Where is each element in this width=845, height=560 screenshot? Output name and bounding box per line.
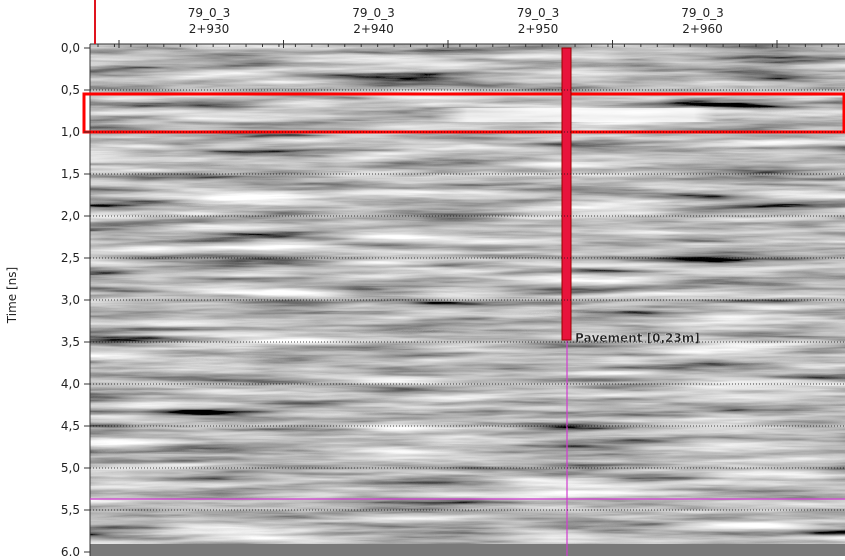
- x-tick-label: 79_0_3: [352, 6, 395, 20]
- pavement-reflection: [90, 108, 845, 122]
- y-tick-label: 4,5: [61, 419, 80, 433]
- y-tick-label: 3,5: [61, 335, 80, 349]
- y-tick-label: 6,0: [61, 545, 80, 556]
- y-tick-label: 5,0: [61, 461, 80, 475]
- y-tick-label: 0,5: [61, 83, 80, 97]
- y-tick-label: 2,5: [61, 251, 80, 265]
- y-tick-label: 4,0: [61, 377, 80, 391]
- y-tick-label: 2,0: [61, 209, 80, 223]
- y-tick-label: 5,5: [61, 503, 80, 517]
- highlight-box: [82, 92, 845, 134]
- x-tick-label: 79_0_3: [517, 6, 560, 20]
- bottom-strip: [90, 544, 845, 556]
- x-tick-label: 2+930: [189, 22, 230, 36]
- y-tick-label: 1,0: [61, 125, 80, 139]
- x-tick-label: 2+950: [518, 22, 559, 36]
- y-axis-label: Time [ns]: [5, 267, 19, 324]
- x-tick-label: 2+940: [353, 22, 394, 36]
- x-tick-label: 2+960: [682, 22, 723, 36]
- x-tick-label: 79_0_3: [681, 6, 724, 20]
- x-tick-label: 79_0_3: [188, 6, 231, 20]
- radargram-image: [90, 44, 845, 544]
- annotation: Pavement [0,23m]: [575, 331, 700, 345]
- y-tick-label: 1,5: [61, 167, 80, 181]
- y-tick-label: 3,0: [61, 293, 80, 307]
- y-tick-label: 0,0: [61, 41, 80, 55]
- pavement-layer-marker[interactable]: [561, 47, 572, 341]
